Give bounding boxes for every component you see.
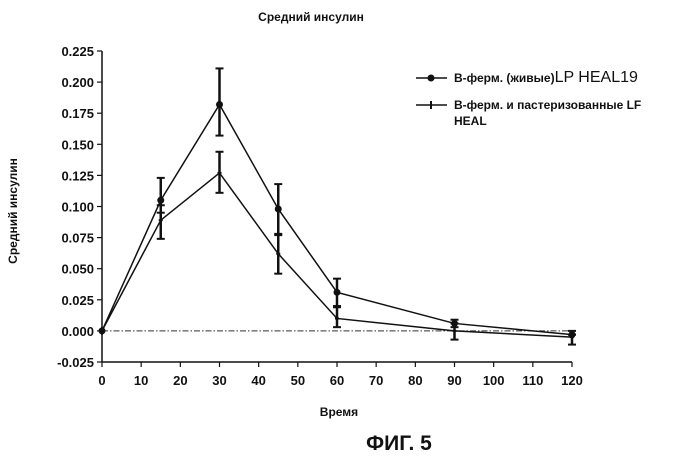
x-tick-label: 100 <box>483 373 505 388</box>
figure-caption: ФИГ. 5 <box>366 432 432 455</box>
y-tick-label: 0.225 <box>61 44 94 59</box>
y-tick-label: 0.100 <box>61 200 94 215</box>
y-tick-label: 0.025 <box>61 293 94 308</box>
y-tick-label: 0.000 <box>61 324 94 339</box>
y-tick-label: -0.025 <box>57 355 94 370</box>
series-2 <box>100 152 576 345</box>
x-tick-label: 80 <box>408 373 422 388</box>
legend-label-series-1-regular: LP HEAL19 <box>555 69 638 86</box>
y-tick-label: 0.075 <box>61 231 94 246</box>
y-tick-label: 0.125 <box>61 168 94 183</box>
x-axis-label: Время <box>320 405 358 419</box>
data-point <box>157 197 164 204</box>
x-tick-label: 50 <box>291 373 305 388</box>
y-tick-label: 0.175 <box>61 106 94 121</box>
x-tick-label: 30 <box>212 373 226 388</box>
y-axis-label: Средний инсулин <box>6 158 20 264</box>
data-point <box>216 101 223 108</box>
x-tick-label: 110 <box>522 373 543 388</box>
data-point <box>334 289 341 296</box>
x-tick-label: 10 <box>134 373 148 388</box>
y-tick-label: 0.150 <box>61 137 94 152</box>
x-tick-label: 70 <box>369 373 383 388</box>
legend: В-ферм. (живые)LP HEAL19 В-ферм. и пасте… <box>416 69 641 128</box>
x-tick-label: 40 <box>251 373 265 388</box>
legend-label-series-1-bold: В-ферм. (живые) <box>454 71 555 85</box>
x-tick-label: 90 <box>447 373 461 388</box>
x-tick-label: 20 <box>173 373 187 388</box>
x-tick-label: 120 <box>561 373 583 388</box>
legend-marker-circle-icon <box>428 75 435 82</box>
data-point <box>275 205 282 212</box>
x-tick-labels: 0 10 20 30 40 50 60 70 80 90 100 110 120 <box>98 373 582 388</box>
legend-label-series-2-line-2: HEAL <box>454 114 487 128</box>
legend-label-series-1: В-ферм. (живые)LP HEAL19 <box>454 69 638 86</box>
y-tick-label: 0.050 <box>61 262 94 277</box>
x-tick-label: 60 <box>330 373 344 388</box>
x-tick-label: 0 <box>98 373 105 388</box>
y-tick-labels: -0.025 0.000 0.025 0.050 0.075 0.100 0.125 0.15… <box>57 44 94 370</box>
chart-title: Средний инсулин <box>258 10 364 24</box>
legend-label-series-2-line-1: В-ферм. и пастеризованные LF <box>454 98 641 112</box>
y-tick-label: 0.200 <box>61 75 94 90</box>
